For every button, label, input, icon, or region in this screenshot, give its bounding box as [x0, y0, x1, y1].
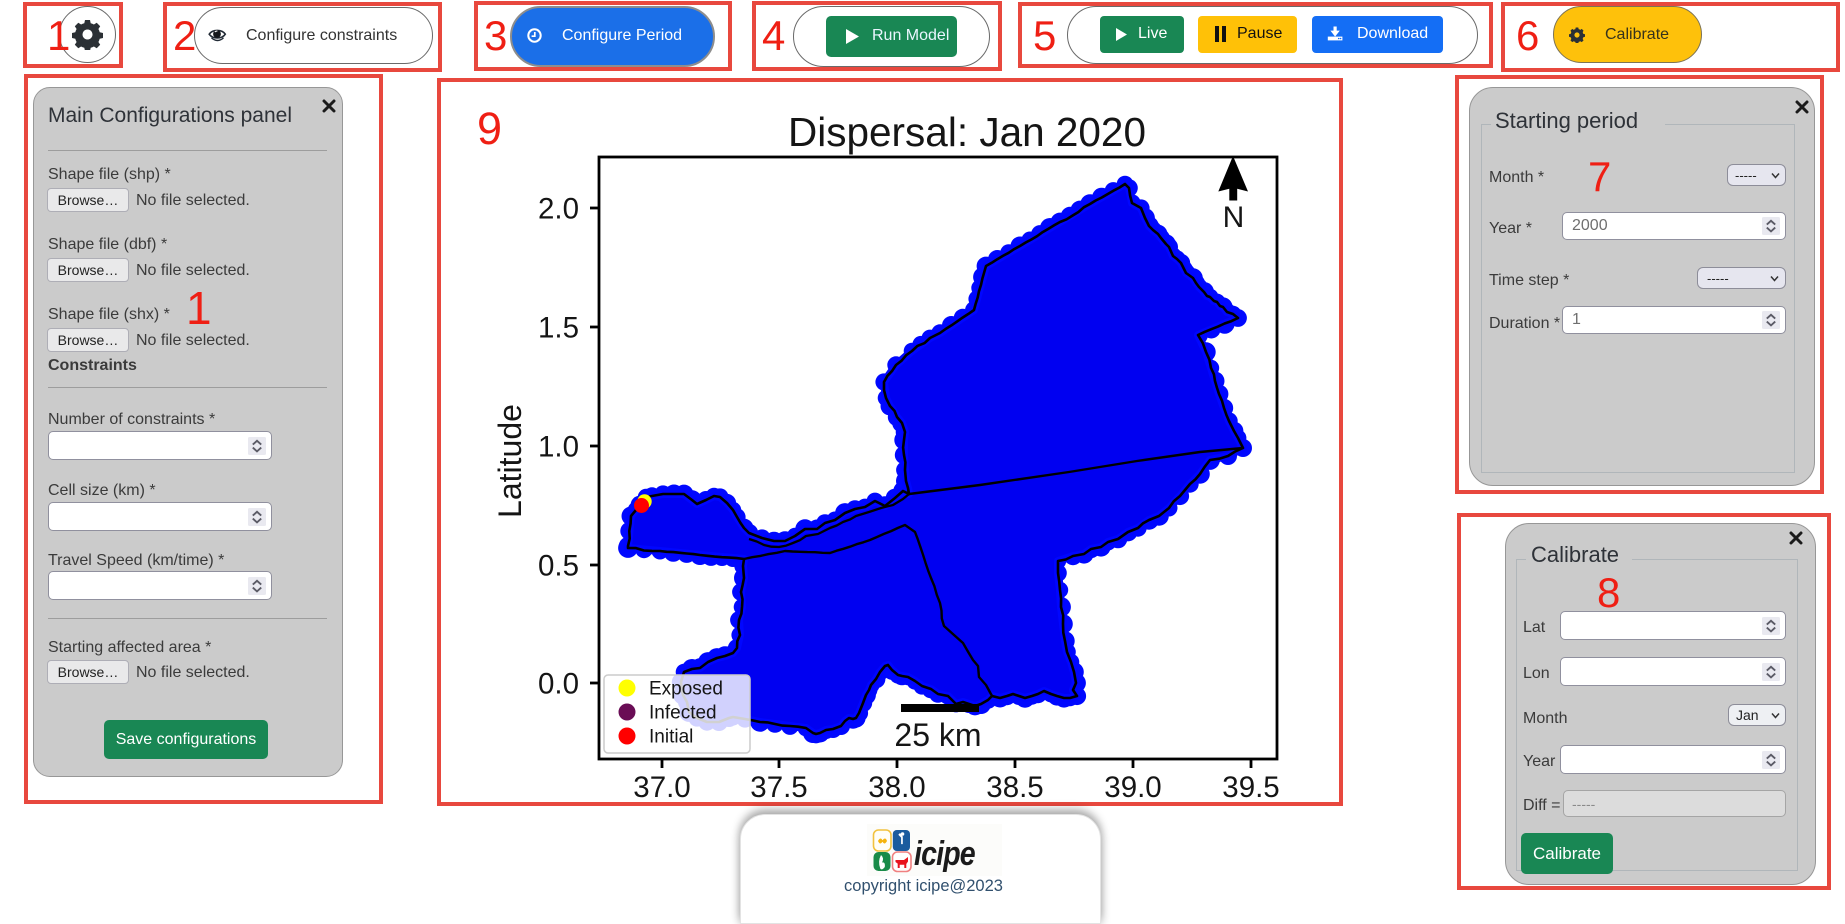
svg-text:Dispersal: Jan 2020: Dispersal: Jan 2020 [788, 109, 1146, 155]
svg-text:Exposed: Exposed [649, 679, 723, 700]
svg-text:25 km: 25 km [894, 717, 981, 753]
svg-text:Latitude: Latitude [492, 404, 528, 518]
svg-text:39.5: 39.5 [1222, 771, 1279, 802]
svg-text:38.5: 38.5 [986, 771, 1043, 802]
svg-text:0.5: 0.5 [538, 550, 579, 583]
svg-text:Infected: Infected [649, 703, 717, 724]
svg-text:37.5: 37.5 [750, 771, 807, 802]
svg-text:Initial: Initial [649, 727, 693, 748]
svg-text:1.0: 1.0 [538, 431, 579, 464]
svg-text:2.0: 2.0 [538, 193, 579, 226]
svg-text:37.0: 37.0 [633, 771, 690, 802]
svg-text:N: N [1223, 201, 1245, 234]
svg-text:38.0: 38.0 [868, 771, 925, 802]
svg-text:39.0: 39.0 [1104, 771, 1161, 802]
svg-text:0.0: 0.0 [538, 668, 579, 701]
svg-text:1.5: 1.5 [538, 312, 579, 345]
svg-text:icipe: icipe [914, 835, 975, 873]
